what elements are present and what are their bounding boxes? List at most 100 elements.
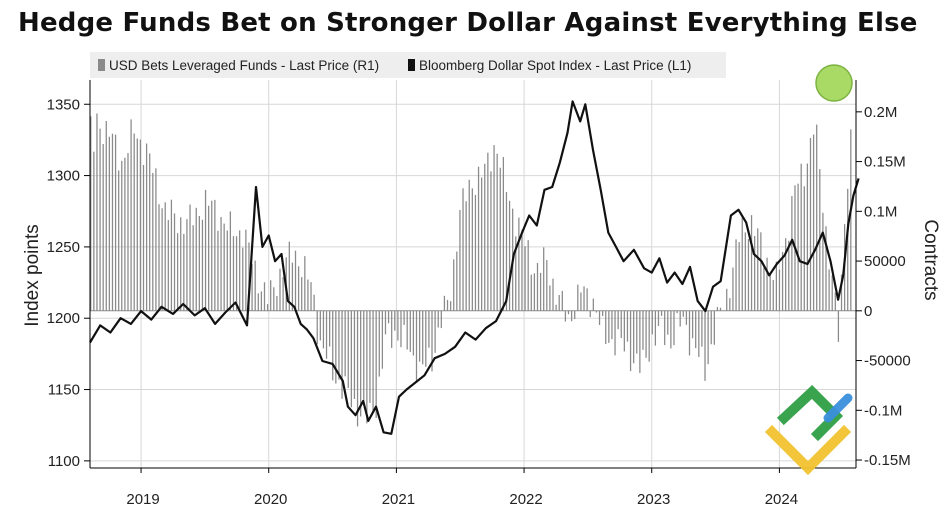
bar bbox=[229, 211, 231, 311]
bar bbox=[301, 277, 303, 311]
line-swatch-icon bbox=[408, 59, 415, 71]
bar bbox=[744, 232, 746, 311]
axes: 1100 1150 1200 1250 1300 1350 Index points -0.1… bbox=[22, 80, 941, 508]
bar bbox=[831, 275, 833, 311]
bar bbox=[570, 310, 573, 322]
right-tick-label: -0.1M bbox=[864, 402, 902, 419]
bar bbox=[502, 157, 504, 311]
right-tick-label: -50000 bbox=[864, 353, 911, 370]
bar bbox=[307, 279, 309, 311]
bar bbox=[394, 310, 396, 331]
bar bbox=[487, 152, 489, 311]
bar bbox=[465, 201, 467, 311]
bar bbox=[505, 192, 508, 311]
right-tick-label: 0 bbox=[864, 303, 872, 320]
bar bbox=[719, 307, 722, 311]
right-tick-label: 50000 bbox=[864, 253, 906, 270]
left-tick-label: 1250 bbox=[47, 239, 80, 256]
bar bbox=[378, 310, 380, 377]
bar bbox=[341, 310, 343, 399]
bar bbox=[462, 188, 464, 311]
right-tick-label: -0.15M bbox=[864, 452, 911, 469]
x-tick-label: 2020 bbox=[254, 491, 287, 508]
bar bbox=[114, 134, 117, 311]
bar bbox=[449, 301, 452, 311]
bar bbox=[102, 143, 104, 311]
bar bbox=[698, 310, 700, 357]
bar bbox=[446, 299, 449, 311]
line-path bbox=[89, 100, 860, 435]
bar bbox=[192, 225, 194, 311]
bar bbox=[806, 163, 809, 311]
bar bbox=[611, 310, 613, 340]
bar bbox=[220, 216, 222, 311]
right-tick-label: 0.2M bbox=[864, 104, 897, 121]
bar bbox=[763, 266, 765, 311]
bar bbox=[350, 310, 352, 408]
bar bbox=[434, 310, 436, 353]
bar bbox=[270, 280, 272, 311]
bar bbox=[93, 151, 95, 311]
bar bbox=[375, 310, 377, 418]
bar bbox=[828, 269, 830, 311]
x-tick-label: 2021 bbox=[382, 491, 415, 508]
bar bbox=[580, 292, 582, 311]
logo-blue-stroke bbox=[823, 393, 853, 423]
bar bbox=[133, 133, 135, 311]
bar bbox=[173, 213, 176, 311]
bar bbox=[626, 310, 629, 342]
bar bbox=[664, 310, 666, 346]
bar bbox=[304, 256, 306, 311]
bar bbox=[750, 215, 753, 311]
bar bbox=[608, 310, 610, 343]
left-tick-label: 1350 bbox=[47, 96, 80, 113]
bar bbox=[431, 310, 433, 372]
bar bbox=[217, 230, 219, 311]
bar bbox=[713, 310, 715, 345]
bar bbox=[279, 268, 281, 311]
bar bbox=[567, 310, 570, 315]
bar bbox=[183, 233, 185, 311]
bar bbox=[111, 133, 114, 311]
bar bbox=[453, 259, 455, 311]
bar bbox=[130, 119, 132, 311]
bar bbox=[812, 134, 815, 311]
bar bbox=[418, 310, 421, 362]
bar bbox=[803, 186, 805, 311]
bar bbox=[176, 233, 179, 311]
bar bbox=[592, 298, 594, 311]
bar bbox=[623, 310, 625, 352]
bar bbox=[555, 304, 557, 311]
bar bbox=[589, 310, 591, 318]
bar bbox=[679, 310, 681, 327]
bar bbox=[515, 236, 517, 311]
bar bbox=[459, 210, 461, 311]
bar bbox=[574, 310, 576, 320]
bar bbox=[837, 310, 840, 342]
bar bbox=[208, 205, 210, 311]
bar bbox=[685, 310, 688, 325]
bar bbox=[90, 116, 92, 311]
bar bbox=[716, 307, 719, 311]
x-tick-label: 2019 bbox=[126, 491, 159, 508]
bar bbox=[204, 189, 207, 311]
bar bbox=[552, 278, 554, 311]
bar bbox=[391, 310, 393, 348]
bar bbox=[840, 274, 843, 311]
left-tick-label: 1300 bbox=[47, 168, 80, 185]
bar bbox=[577, 284, 579, 311]
bar bbox=[757, 228, 759, 311]
bar bbox=[707, 310, 709, 365]
bar bbox=[322, 310, 325, 349]
bar bbox=[99, 128, 101, 311]
bar bbox=[471, 188, 473, 311]
x-tick-label: 2022 bbox=[509, 491, 542, 508]
bar bbox=[527, 240, 529, 311]
legend: USD Bets Leveraged Funds - Last Price (R… bbox=[90, 52, 726, 78]
bar bbox=[425, 310, 427, 367]
bar bbox=[245, 229, 247, 311]
bar bbox=[710, 310, 712, 345]
bar bbox=[214, 199, 216, 311]
bar bbox=[747, 239, 750, 311]
bar bbox=[533, 273, 536, 311]
